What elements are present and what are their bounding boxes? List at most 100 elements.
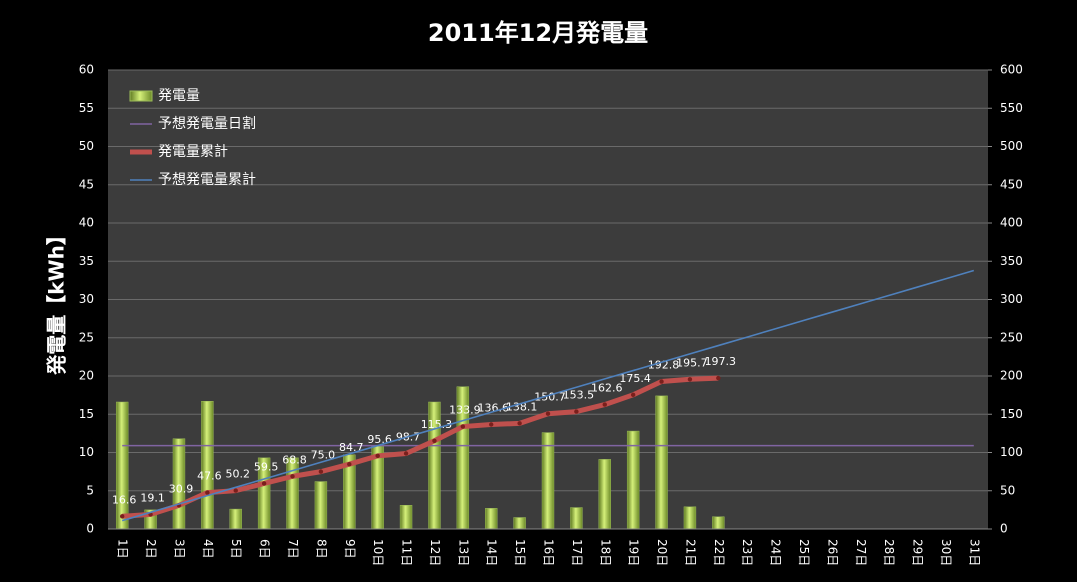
data-label: 68.8 [282, 453, 307, 466]
x-tick-label: 26日 [825, 539, 839, 566]
data-label: 197.3 [705, 355, 737, 368]
x-tick-label: 22日 [712, 539, 726, 566]
data-label: 195.7 [676, 356, 708, 369]
bar [655, 395, 668, 530]
y2-tick-label: 250 [1000, 330, 1023, 344]
data-label: 138.1 [506, 400, 538, 413]
y-tick-label: 5 [86, 483, 94, 497]
data-label: 192.8 [648, 359, 680, 372]
data-label: 75.0 [311, 449, 336, 462]
x-tick-label: 19日 [627, 539, 641, 566]
y-tick-label: 55 [79, 101, 94, 115]
x-tick-label: 9日 [343, 539, 357, 559]
marker [205, 490, 210, 495]
marker [489, 422, 494, 427]
x-tick-label: 28日 [882, 539, 896, 566]
y2-tick-label: 50 [1000, 483, 1015, 497]
bar [513, 517, 526, 530]
data-label: 84.7 [339, 441, 364, 454]
y-tick-label: 30 [79, 292, 94, 306]
bar [485, 508, 498, 530]
bar [201, 400, 214, 530]
data-label: 19.1 [140, 491, 165, 504]
data-label: 95.6 [367, 433, 392, 446]
marker [545, 411, 551, 416]
legend-swatch [129, 90, 153, 102]
y-tick-label: 40 [79, 216, 94, 230]
marker [517, 421, 522, 426]
x-tick-label: 11日 [400, 539, 414, 566]
x-tick-label: 1日 [116, 539, 130, 559]
marker [119, 514, 125, 519]
chart-title: 2011年12月発電量 [428, 19, 648, 47]
y2-tick-label: 300 [1000, 292, 1023, 306]
x-tick-label: 15日 [513, 539, 527, 566]
data-label: 16.6 [112, 493, 137, 506]
legend-label: 発電量累計 [158, 144, 228, 160]
legend-label: 発電量 [158, 88, 200, 104]
bar [712, 516, 725, 530]
x-tick-label: 2日 [144, 539, 158, 559]
x-tick-label: 7日 [286, 539, 300, 559]
bar [229, 508, 242, 530]
x-tick-label: 13日 [456, 539, 470, 566]
marker [347, 462, 352, 467]
y-tick-label: 45 [79, 177, 94, 191]
y2-tick-label: 500 [1000, 139, 1023, 153]
bar [570, 507, 583, 530]
y-tick-label: 60 [79, 63, 94, 77]
legend-label: 予想発電量日割 [158, 115, 256, 132]
marker [574, 409, 579, 414]
x-tick-label: 25日 [797, 539, 811, 566]
data-label: 133.9 [449, 404, 481, 417]
y-axis-label: 発電量【kWh】 [45, 225, 69, 376]
bar [541, 432, 555, 530]
marker [716, 375, 721, 381]
data-label: 162.6 [591, 382, 623, 395]
x-tick-label: 24日 [769, 539, 783, 566]
x-tick-label: 18日 [598, 539, 612, 566]
x-tick-label: 14日 [485, 539, 499, 566]
data-label: 30.9 [169, 482, 194, 495]
bar [314, 481, 328, 530]
y2-tick-label: 400 [1000, 216, 1023, 230]
marker [403, 451, 409, 456]
marker [602, 402, 607, 407]
x-tick-label: 6日 [258, 539, 272, 559]
x-tick-label: 12日 [428, 539, 442, 566]
marker [659, 379, 664, 384]
bar [683, 506, 697, 530]
y-tick-label: 0 [86, 522, 94, 536]
marker [261, 481, 267, 486]
bar [286, 457, 299, 530]
marker [233, 488, 238, 493]
y2-tick-label: 100 [1000, 445, 1023, 459]
x-tick-label: 21日 [683, 539, 697, 566]
y2-tick-label: 550 [1000, 101, 1023, 115]
y2-tick-label: 350 [1000, 254, 1023, 268]
data-label: 59.5 [254, 460, 279, 473]
marker [375, 453, 380, 459]
marker [687, 377, 693, 382]
y-tick-label: 50 [79, 139, 94, 153]
y-tick-label: 20 [79, 369, 94, 383]
x-tick-label: 30日 [939, 539, 953, 566]
marker [290, 474, 295, 479]
marker [432, 438, 437, 443]
y2-tick-label: 450 [1000, 177, 1023, 191]
x-tick-label: 17日 [570, 539, 584, 566]
data-label: 136.6 [477, 402, 509, 415]
y-tick-label: 10 [79, 445, 94, 459]
x-tick-label: 16日 [542, 539, 556, 566]
x-tick-label: 10日 [371, 539, 385, 566]
data-label: 153.5 [563, 389, 595, 402]
data-label: 47.6 [197, 470, 222, 483]
y-tick-label: 35 [79, 254, 94, 268]
x-tick-label: 20日 [655, 539, 669, 566]
y2-tick-label: 200 [1000, 369, 1023, 383]
data-label: 175.4 [619, 372, 651, 385]
data-label: 50.2 [225, 468, 250, 481]
marker [460, 424, 466, 429]
x-tick-label: 5日 [229, 539, 243, 559]
